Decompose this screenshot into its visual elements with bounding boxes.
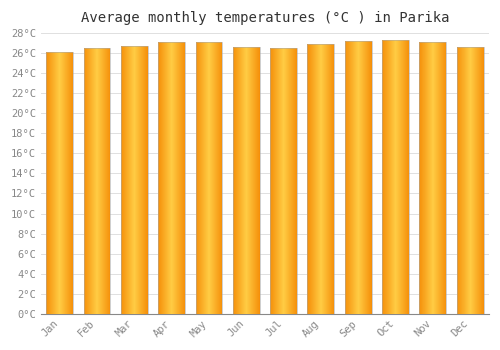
Title: Average monthly temperatures (°C ) in Parika: Average monthly temperatures (°C ) in Pa… <box>80 11 449 25</box>
Bar <box>345 41 372 314</box>
Bar <box>382 40 409 314</box>
Bar <box>308 44 334 314</box>
Bar <box>270 48 297 314</box>
Bar <box>84 48 110 314</box>
Bar <box>46 52 73 314</box>
Bar <box>457 47 483 314</box>
Bar <box>420 42 446 314</box>
Bar <box>158 42 185 314</box>
Bar <box>233 47 260 314</box>
Bar <box>121 46 148 314</box>
Bar <box>196 42 222 314</box>
